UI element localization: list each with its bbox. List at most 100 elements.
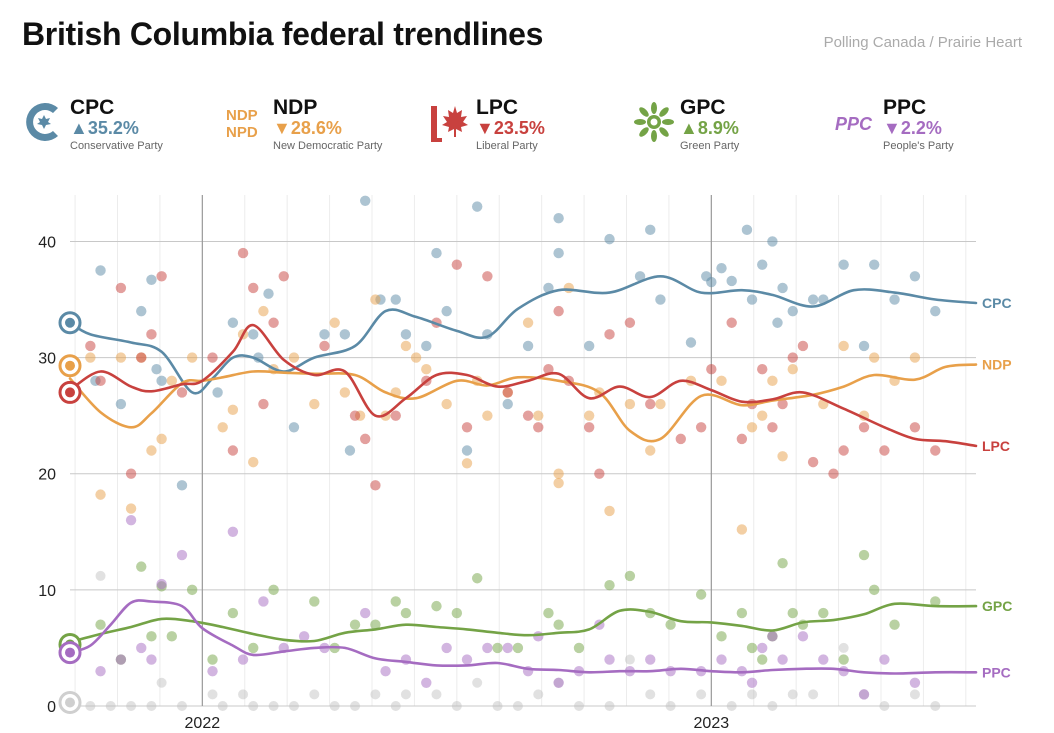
lpc-poll-point — [248, 282, 259, 294]
y-tick-label: 30 — [38, 351, 56, 368]
lpc-poll-point — [879, 445, 890, 456]
cpc-poll-point — [807, 294, 819, 305]
cpc-start-marker — [58, 311, 82, 335]
legend-party-name: Liberal Party — [476, 140, 538, 152]
ndp-poll-point — [583, 410, 595, 421]
other-poll-point — [787, 689, 798, 700]
other-poll-point — [176, 701, 187, 711]
gpc-flower-icon — [634, 102, 674, 142]
ndp-poll-point — [95, 489, 106, 500]
cpc-poll-point — [543, 282, 554, 294]
trend-arrow-up-icon: ▲ — [680, 118, 698, 138]
other-start-marker — [58, 691, 82, 715]
source-credit: Polling Canada / Prairie Heart — [823, 34, 1022, 51]
legend-value: ▲8.9% — [680, 118, 739, 138]
lpc-poll-point — [451, 259, 463, 270]
ndp-poll-point — [85, 352, 96, 363]
gpc-poll-point — [471, 573, 483, 584]
lpc-poll-point — [838, 445, 849, 456]
ndp-poll-point — [156, 433, 167, 445]
other-poll-point — [472, 677, 483, 688]
lpc-poll-point — [930, 445, 941, 456]
ndp-poll-point — [838, 340, 849, 352]
gpc-poll-point — [268, 584, 279, 596]
ndp-poll-point — [533, 410, 544, 421]
ndp-poll-point — [645, 445, 656, 456]
cpc-poll-point — [767, 236, 778, 247]
other-poll-point — [156, 677, 167, 688]
cpc-poll-point — [421, 340, 432, 352]
cpc-poll-point — [777, 282, 788, 294]
gpc-poll-point — [451, 607, 463, 619]
ppc-poll-point — [156, 578, 167, 590]
y-tick-label: 40 — [38, 234, 56, 251]
ndp-poll-point — [410, 352, 422, 363]
start-marker-dot — [65, 360, 75, 371]
ndp-poll-point — [869, 352, 880, 363]
ndp-poll-point — [217, 422, 228, 433]
other-poll-point — [879, 701, 890, 711]
ndp-poll-point — [339, 387, 351, 398]
ndp-poll-point — [777, 451, 788, 462]
legend-party-name: New Democratic Party — [273, 140, 383, 152]
gpc-poll-point — [136, 561, 147, 572]
cpc-poll-point — [858, 340, 870, 352]
ndp-poll-point — [248, 456, 259, 468]
cpc-poll-point — [339, 329, 351, 340]
cpc-poll-point — [726, 275, 737, 287]
cpc-poll-point — [787, 305, 798, 317]
ppc-end-label: PPC — [982, 664, 1011, 680]
cpc-poll-point — [390, 294, 401, 305]
lpc-poll-point — [594, 468, 605, 479]
ppc-poll-point — [502, 642, 513, 654]
gpc-poll-point — [716, 631, 727, 642]
ppc-poll-point — [461, 654, 473, 665]
cpc-poll-point — [319, 329, 330, 340]
ndp-poll-point — [166, 375, 177, 387]
gpc-poll-point — [431, 600, 442, 612]
svg-text:PPC: PPC — [835, 114, 873, 134]
gpc-poll-point — [400, 607, 412, 619]
x-tick-label: 2022 — [185, 715, 221, 732]
ndp-trendline — [68, 363, 978, 443]
ndp-poll-point — [288, 352, 300, 363]
ndp-poll-point — [482, 410, 493, 421]
lpc-poll-point — [797, 340, 809, 352]
other-poll-point — [329, 701, 340, 711]
ppc-poll-point — [533, 631, 544, 642]
ndp-poll-point — [563, 282, 575, 294]
ppc-poll-point — [207, 665, 218, 677]
page-title: British Columbia federal trendlines — [22, 16, 544, 52]
ndp-poll-point — [400, 340, 412, 352]
lpc-poll-point — [706, 364, 717, 375]
other-poll-point — [747, 689, 758, 700]
ppc-poll-point — [757, 642, 768, 654]
gpc-poll-point — [858, 549, 870, 561]
trend-arrow-down-icon: ▼ — [273, 118, 291, 138]
ppc-poll-point — [298, 631, 310, 642]
other-poll-point — [105, 701, 116, 711]
cpc-trendline — [68, 274, 978, 395]
ppc-poll-point — [258, 596, 269, 607]
lpc-poll-point — [360, 433, 371, 445]
gpc-poll-point — [492, 642, 503, 654]
gpc-poll-point — [695, 589, 707, 600]
other-poll-point — [400, 689, 411, 700]
other-poll-point — [126, 701, 137, 711]
ndp-poll-point — [186, 352, 198, 363]
gpc-poll-point — [604, 580, 615, 591]
lpc-poll-point — [85, 340, 96, 352]
ndp-poll-point — [787, 364, 798, 375]
ppc-poll-point — [746, 677, 758, 688]
other-poll-point — [512, 701, 523, 711]
ppc-poll-point — [95, 665, 106, 677]
other-poll-point — [838, 642, 849, 653]
gpc-poll-point — [573, 642, 585, 654]
cpc-poll-point — [95, 265, 106, 276]
cpc-poll-point — [645, 224, 656, 236]
cpc-poll-point — [553, 247, 564, 259]
ndp-poll-point — [522, 317, 534, 328]
ndp-poll-point — [757, 410, 768, 421]
cpc-poll-point — [522, 340, 534, 352]
cpc-poll-point — [634, 271, 646, 282]
